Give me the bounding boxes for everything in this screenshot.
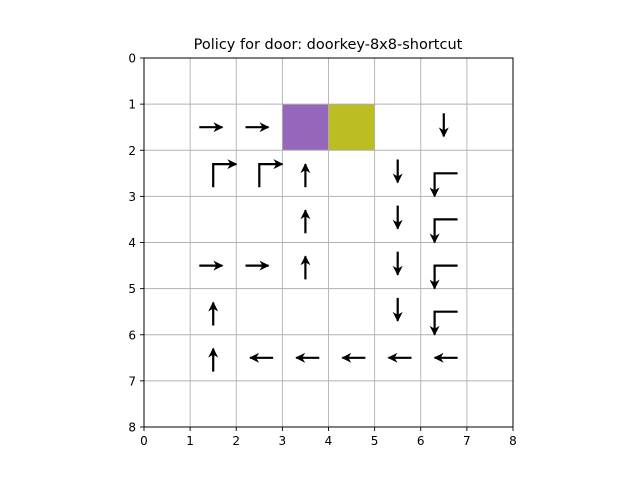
policy-arrow-left-down	[429, 218, 458, 244]
x-tick-label: 3	[279, 434, 287, 448]
y-tick-label: 0	[128, 52, 136, 66]
y-tick-label: 2	[128, 144, 136, 158]
policy-arrow-up-right	[212, 159, 238, 188]
x-tick-label: 4	[325, 434, 333, 448]
y-tick-label: 6	[128, 328, 136, 342]
policy-arrow-left-down	[429, 264, 458, 290]
policy-arrow-left-down	[429, 310, 458, 336]
x-tick-label: 0	[140, 434, 148, 448]
policy-arrow-up-right	[258, 159, 284, 188]
x-tick-label: 6	[417, 434, 425, 448]
door-cell	[282, 104, 329, 151]
x-tick-label: 7	[463, 434, 471, 448]
x-tick-label: 5	[371, 434, 379, 448]
y-tick-label: 4	[128, 236, 136, 250]
y-tick-label: 5	[128, 282, 136, 296]
y-tick-label: 8	[128, 421, 136, 435]
chart-title: Policy for door: doorkey-8x8-shortcut	[194, 37, 463, 53]
x-tick-label: 8	[509, 434, 517, 448]
policy-arrow-left-down	[429, 172, 458, 198]
key-cell	[328, 104, 375, 151]
y-tick-label: 1	[128, 98, 136, 112]
y-tick-label: 7	[128, 374, 136, 388]
x-tick-label: 2	[232, 434, 240, 448]
y-tick-label: 3	[128, 190, 136, 204]
x-tick-label: 1	[186, 434, 194, 448]
